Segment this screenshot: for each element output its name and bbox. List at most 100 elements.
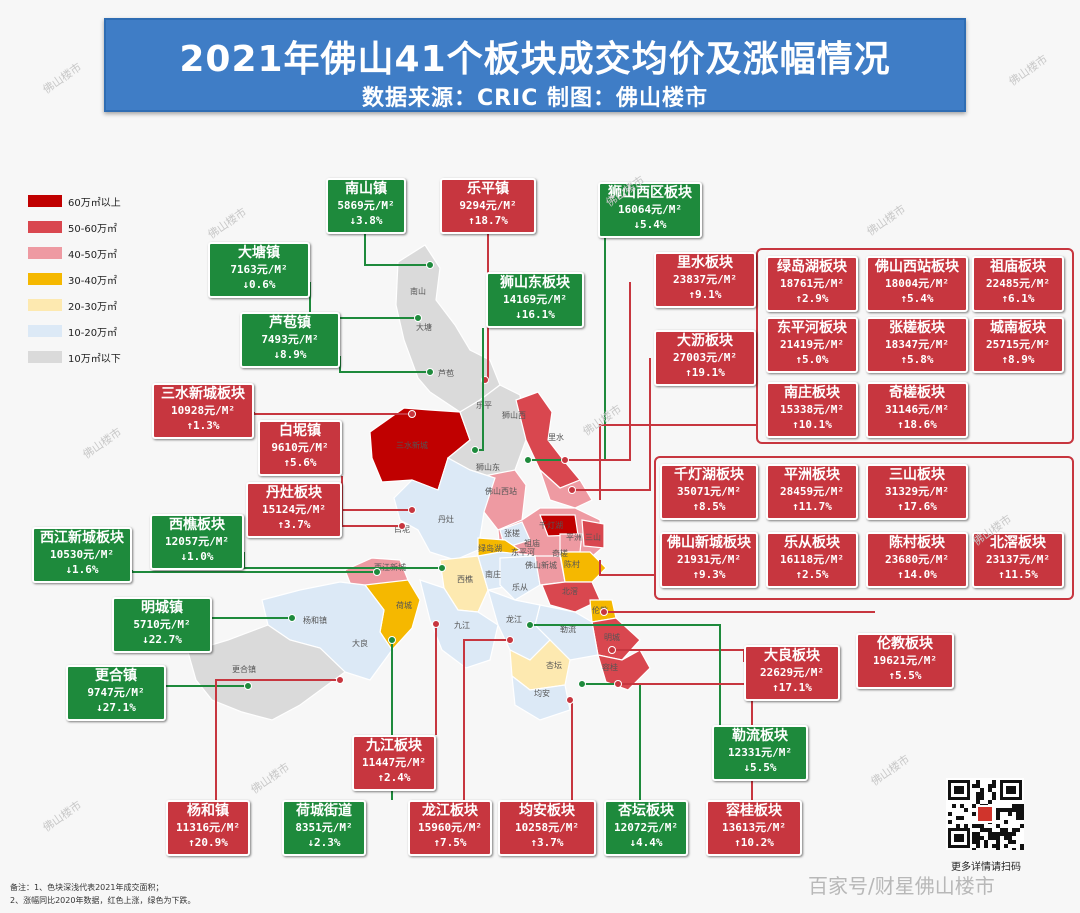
block-price: 21931元/M² xyxy=(677,553,741,566)
block-card[interactable]: 三水新城板块 10928元/M² ↑1.3% xyxy=(152,383,254,439)
block-name: 张槎板块 xyxy=(889,320,945,336)
block-price: 27003元/M² xyxy=(673,351,737,364)
block-card[interactable]: 西江新城板块 10530元/M² ↓1.6% xyxy=(32,527,132,583)
block-name: 杨和镇 xyxy=(187,803,229,819)
region-genghe xyxy=(187,624,346,721)
block-card[interactable]: 陈村板块 23680元/M² ↑14.0% xyxy=(866,532,968,588)
block-card[interactable]: 东平河板块 21419元/M² ↑5.0% xyxy=(766,317,858,373)
region-label: 容桂 xyxy=(602,662,618,672)
block-card[interactable]: 白坭镇 9610元/M² ↑5.6% xyxy=(258,420,342,476)
block-price: 25715元/M² xyxy=(986,338,1050,351)
block-name: 龙江板块 xyxy=(422,803,478,819)
block-card[interactable]: 平洲板块 28459元/M² ↑11.7% xyxy=(766,464,858,520)
block-change: ↑6.1% xyxy=(1001,292,1035,305)
region-junan xyxy=(511,674,571,721)
region-label: 佛山新城 xyxy=(525,560,557,570)
block-card[interactable]: 勒流板块 12331元/M² ↓5.5% xyxy=(712,725,808,781)
block-card[interactable]: 伦教板块 19621元/M² ↑5.5% xyxy=(856,633,954,689)
block-price: 8351元/M² xyxy=(295,821,353,834)
block-card[interactable]: 乐平镇 9294元/M² ↑18.7% xyxy=(440,178,536,234)
block-card[interactable]: 城南板块 25715元/M² ↑8.9% xyxy=(972,317,1064,373)
block-change: ↑8.9% xyxy=(1001,353,1035,366)
block-card[interactable]: 丹灶板块 15124元/M² ↑3.7% xyxy=(246,482,342,538)
block-card[interactable]: 南庄板块 15338元/M² ↑10.1% xyxy=(766,382,858,438)
block-card[interactable]: 龙江板块 15960元/M² ↑7.5% xyxy=(408,800,492,856)
legend-item: 10万㎡以下 xyxy=(28,351,168,365)
block-price: 15338元/M² xyxy=(780,403,844,416)
leader-dot xyxy=(608,646,616,654)
block-card[interactable]: 佛山西站板块 18004元/M² ↑5.4% xyxy=(866,256,968,312)
block-price: 22485元/M² xyxy=(986,277,1050,290)
block-name: 伦教板块 xyxy=(877,636,933,652)
leader-dot xyxy=(336,676,344,684)
block-card[interactable]: 荷城街道 8351元/M² ↓2.3% xyxy=(282,800,366,856)
legend-label: 40-50万㎡ xyxy=(68,250,118,261)
block-card[interactable]: 祖庙板块 22485元/M² ↑6.1% xyxy=(972,256,1064,312)
block-name: 绿岛湖板块 xyxy=(777,259,847,275)
block-price: 18761元/M² xyxy=(780,277,844,290)
region-label: 龙江 xyxy=(506,614,522,624)
block-card[interactable]: 绿岛湖板块 18761元/M² ↑2.9% xyxy=(766,256,858,312)
block-card[interactable]: 大良板块 22629元/M² ↑17.1% xyxy=(744,645,840,701)
block-name: 大塘镇 xyxy=(238,245,280,261)
block-change: ↑5.5% xyxy=(888,669,922,682)
block-card[interactable]: 千灯湖板块 35071元/M² ↑8.5% xyxy=(660,464,758,520)
block-name: 白坭镇 xyxy=(279,423,321,439)
block-change: ↑17.1% xyxy=(772,681,812,694)
qr-code[interactable] xyxy=(946,778,1024,850)
block-name: 祖庙板块 xyxy=(990,259,1046,275)
leader-dot xyxy=(526,621,534,629)
block-card[interactable]: 杏坛板块 12072元/M² ↓4.4% xyxy=(604,800,688,856)
block-card[interactable]: 张槎板块 18347元/M² ↑5.8% xyxy=(866,317,968,373)
block-name: 东平河板块 xyxy=(777,320,847,336)
leader-line xyxy=(572,358,651,491)
page-title: 2021年佛山41个板块成交均价及涨幅情况 xyxy=(179,39,891,80)
block-card[interactable]: 均安板块 10258元/M² ↑3.7% xyxy=(498,800,596,856)
block-card[interactable]: 容桂板块 13613元/M² ↑10.2% xyxy=(706,800,802,856)
block-price: 5710元/M² xyxy=(133,618,191,631)
block-card[interactable]: 更合镇 9747元/M² ↓27.1% xyxy=(66,665,166,721)
block-card[interactable]: 里水板块 23837元/M² ↑9.1% xyxy=(654,252,756,308)
block-change: ↑5.4% xyxy=(900,292,934,305)
block-price: 15124元/M² xyxy=(262,503,326,516)
block-card[interactable]: 乐从板块 16118元/M² ↑2.5% xyxy=(766,532,858,588)
region-label: 平洲 xyxy=(566,533,582,542)
block-card[interactable]: 西樵板块 12057元/M² ↓1.0% xyxy=(150,514,244,570)
leader-line xyxy=(530,624,721,725)
legend-item: 10-20万㎡ xyxy=(28,325,168,339)
region-label: 佛山西站 xyxy=(485,486,517,496)
block-card[interactable]: 北滘板块 23137元/M² ↑11.5% xyxy=(972,532,1064,588)
block-card[interactable]: 芦苞镇 7493元/M² ↓8.9% xyxy=(240,312,340,368)
block-name: 乐从板块 xyxy=(784,535,840,551)
block-price: 22629元/M² xyxy=(760,666,824,679)
block-price: 23837元/M² xyxy=(673,273,737,286)
block-card[interactable]: 九江板块 11447元/M² ↑2.4% xyxy=(352,735,436,791)
block-price: 5869元/M² xyxy=(337,199,395,212)
block-price: 28459元/M² xyxy=(780,485,844,498)
legend-swatch xyxy=(28,299,62,311)
block-change: ↑9.3% xyxy=(692,568,726,581)
block-name: 北滘板块 xyxy=(990,535,1046,551)
block-name: 南庄板块 xyxy=(784,385,840,401)
block-card[interactable]: 南山镇 5869元/M² ↓3.8% xyxy=(326,178,406,234)
leader-dot xyxy=(506,636,514,644)
region-label: 乐从 xyxy=(512,582,528,592)
block-card[interactable]: 大沥板块 27003元/M² ↑19.1% xyxy=(654,330,756,386)
block-change: ↑19.1% xyxy=(685,366,725,379)
legend-label: 20-30万㎡ xyxy=(68,302,118,313)
block-card[interactable]: 明城镇 5710元/M² ↓22.7% xyxy=(112,597,212,653)
block-card[interactable]: 三山板块 31329元/M² ↑17.6% xyxy=(866,464,968,520)
block-card[interactable]: 大塘镇 7163元/M² ↓0.6% xyxy=(208,242,310,298)
region-label: 绿岛湖 xyxy=(478,543,502,553)
block-name: 容桂板块 xyxy=(726,803,782,819)
block-card[interactable]: 奇槎板块 31146元/M² ↑18.6% xyxy=(866,382,968,438)
block-card[interactable]: 杨和镇 11316元/M² ↑20.9% xyxy=(166,800,250,856)
block-card[interactable]: 狮山西区板块 16064元/M² ↓5.4% xyxy=(598,182,702,238)
block-card[interactable]: 狮山东板块 14169元/M² ↓16.1% xyxy=(486,272,584,328)
legend-label: 60万㎡以上 xyxy=(68,198,121,209)
region-label: 丹灶 xyxy=(438,514,454,524)
leader-dot xyxy=(524,456,532,464)
block-name: 陈村板块 xyxy=(889,535,945,551)
block-card[interactable]: 佛山新城板块 21931元/M² ↑9.3% xyxy=(660,532,758,588)
block-price: 12072元/M² xyxy=(614,821,678,834)
